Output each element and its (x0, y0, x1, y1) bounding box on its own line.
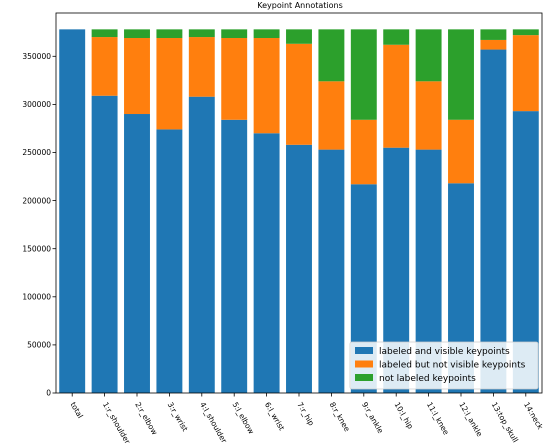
bar-1-r-shoulder-series-2 (91, 29, 118, 38)
y-axis: 0 50000 100000 150000 200000 250000 300000 3500… (22, 52, 56, 398)
bar-11-l-knee-series-1 (415, 81, 442, 150)
legend-swatch-0 (355, 347, 373, 354)
legend-label-0: labeled and visible keypoints (379, 347, 510, 357)
legend: labeled and visible keypoints labeled but… (349, 341, 539, 390)
bar-total-series-0 (59, 29, 86, 393)
y-tick-label: 0 (46, 389, 51, 398)
legend-box (349, 341, 539, 390)
x-axis: total 1:r_shoulder 2:r_elbow 3:r_wrist 4:l_s… (68, 393, 545, 446)
bar-9-r-ankle-series-2 (350, 29, 377, 120)
y-tick-label: 150000 (22, 244, 51, 253)
x-tick-label: 4:l_shoulder (198, 401, 229, 446)
bar-8-r-knee-series-1 (318, 81, 345, 150)
x-tick-label: 14:neck (522, 401, 545, 432)
y-tick-label: 200000 (22, 196, 51, 205)
bar-10-l-hip-series-2 (383, 29, 410, 45)
bar-11-l-knee-series-2 (415, 29, 442, 82)
x-tick-label: 12:l_ankle (457, 401, 484, 439)
bar-1-r-shoulder-series-0 (91, 95, 118, 393)
x-tick-label: 3:r_wrist (166, 401, 190, 434)
bar-5-l-elbow-series-0 (221, 119, 248, 393)
legend-label-1: labeled but not visible keypoints (379, 361, 526, 371)
bar-13-top-skull-series-1 (480, 39, 507, 50)
bar-5-l-elbow-series-1 (221, 38, 248, 120)
bar-7-r-hip-series-2 (286, 29, 312, 44)
bar-13-top-skull-series-0 (480, 49, 507, 394)
chart-title: Keypoint Annotations (257, 1, 343, 10)
bar-3-r-wrist-series-1 (156, 38, 183, 130)
x-tick-label: 10:l_hip (392, 401, 415, 431)
bar-8-r-knee-series-2 (318, 29, 345, 82)
bar-2-r-elbow-series-0 (124, 114, 150, 393)
bar-13-top-skull-series-2 (480, 29, 507, 40)
bar-6-l-wrist-series-1 (253, 38, 280, 134)
x-tick-label: 1:r_shoulder (101, 401, 133, 447)
bar-3-r-wrist-series-0 (156, 129, 183, 393)
x-tick-label: 9:r_ankle (360, 401, 385, 436)
bars-group (59, 29, 539, 394)
legend-swatch-1 (355, 360, 373, 368)
bar-4-l-shoulder-series-2 (188, 29, 215, 38)
bar-3-r-wrist-series-2 (156, 29, 183, 39)
plot-frame (55, 12, 543, 394)
bar-14-neck-series-2 (512, 29, 539, 36)
y-tick-label: 50000 (27, 341, 51, 350)
bar-8-r-knee-series-0 (318, 149, 345, 393)
x-tick-label: 6:l_wrist (263, 401, 286, 433)
bar-6-l-wrist-series-0 (253, 133, 280, 393)
bar-7-r-hip-series-0 (286, 144, 312, 393)
bar-7-r-hip-series-1 (286, 43, 312, 145)
x-tick-label: 5:l_elbow (230, 401, 255, 436)
y-tick-label: 350000 (22, 52, 51, 61)
x-tick-label: 8:r_knee (328, 401, 352, 434)
bar-4-l-shoulder-series-1 (188, 37, 215, 97)
bar-12-l-ankle-series-1 (448, 119, 474, 184)
legend-swatch-2 (355, 374, 373, 381)
bar-12-l-ankle-series-2 (448, 29, 474, 120)
bar-5-l-elbow-series-2 (221, 29, 248, 39)
bar-2-r-elbow-series-2 (124, 29, 150, 39)
bar-14-neck-series-1 (512, 35, 539, 112)
y-tick-label: 100000 (22, 292, 51, 301)
bar-9-r-ankle-series-1 (350, 119, 377, 185)
x-tick-label: 11:l_knee (425, 401, 451, 437)
bar-4-l-shoulder-series-0 (188, 96, 215, 394)
x-tick-label: 13:top_skull (490, 401, 520, 445)
bar-6-l-wrist-series-2 (253, 29, 280, 39)
bar-10-l-hip-series-1 (383, 44, 410, 148)
x-tick-label: total (68, 401, 84, 420)
x-tick-label: 2:r_elbow (133, 401, 159, 437)
y-tick-label: 250000 (22, 148, 51, 157)
legend-label-2: not labeled keypoints (379, 374, 476, 384)
y-tick-label: 300000 (22, 100, 51, 109)
bar-1-r-shoulder-series-1 (91, 37, 118, 96)
bar-2-r-elbow-series-1 (124, 38, 150, 115)
x-tick-label: 7:r_hip (295, 401, 316, 428)
